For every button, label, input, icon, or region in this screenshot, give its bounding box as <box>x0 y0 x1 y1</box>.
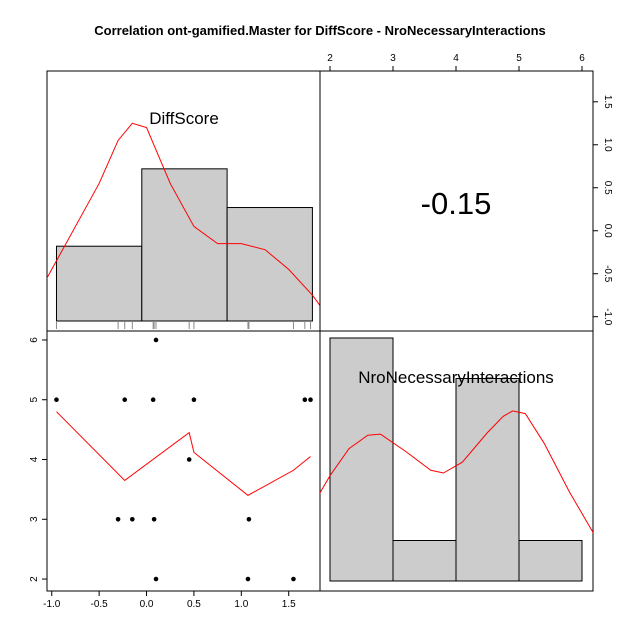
y-axis-left: 2 3 4 5 6 <box>29 337 47 582</box>
y-tick-label: 3 <box>29 516 40 522</box>
y-tick-label: 6 <box>29 337 40 343</box>
x-axis-top: 2 3 4 5 6 <box>327 53 585 71</box>
interactions-label: NroNecessaryInteractions <box>358 368 554 387</box>
scatter-points <box>54 337 313 582</box>
interactions-hist-bar <box>329 337 394 582</box>
correlation-value: -0.15 <box>421 186 492 221</box>
top-tick-label: 4 <box>453 53 459 64</box>
top-tick-label: 5 <box>516 53 522 64</box>
diffscore-hist-bar <box>226 207 313 322</box>
scatter-point <box>186 457 192 462</box>
x-tick-label: 1.0 <box>234 599 248 610</box>
scatter-point <box>151 516 157 522</box>
x-axis-bottom: -1.0 -0.5 0.0 0.5 1.0 1.5 <box>43 590 296 610</box>
right-tick-label: -1.0 <box>602 308 613 326</box>
interactions-hist-bar <box>518 540 583 582</box>
x-tick-label: 0.5 <box>187 599 201 610</box>
top-tick-label: 2 <box>327 53 333 64</box>
right-tick-label: 0.5 <box>602 181 613 195</box>
chart-title: Correlation ont-gamified.Master for Diff… <box>94 23 546 38</box>
x-tick-label: -1.0 <box>43 599 61 610</box>
y-tick-label: 5 <box>29 397 40 403</box>
scatter-point <box>153 576 159 582</box>
top-tick-label: 3 <box>390 53 396 64</box>
scatter-point <box>291 576 296 582</box>
y-axis-right: -1.0 -0.5 0.0 0.5 1.0 1.5 <box>593 95 613 326</box>
scatter-point <box>245 576 251 582</box>
top-tick-label: 6 <box>579 53 585 64</box>
right-tick-label: 1.5 <box>602 95 613 109</box>
scatter-point <box>54 397 59 403</box>
scatter-point <box>246 516 252 522</box>
right-tick-label: 1.0 <box>602 138 613 152</box>
y-tick-label: 2 <box>29 576 40 582</box>
panel-bottom-left-frame <box>46 330 321 592</box>
panel-top-left: DiffScore <box>46 70 321 332</box>
y-tick-label: 4 <box>29 456 40 462</box>
scatter-smooth-line <box>56 411 311 496</box>
right-tick-label: -0.5 <box>602 265 613 283</box>
diffscore-hist-bar <box>55 245 143 322</box>
scatter-point <box>150 397 156 403</box>
interactions-hist-bar <box>392 540 457 582</box>
diffscore-histogram <box>55 168 313 322</box>
scatter-point <box>302 397 308 403</box>
x-tick-label: -0.5 <box>91 599 109 610</box>
diffscore-hist-bar <box>141 168 228 322</box>
diffscore-density-line <box>47 122 320 307</box>
interactions-density-line <box>320 410 593 534</box>
scatter-point <box>153 337 159 343</box>
scatter-point <box>115 516 121 522</box>
scatter-point <box>122 397 128 403</box>
interactions-hist-bar <box>455 378 520 582</box>
scatter-point <box>191 397 197 403</box>
panel-bottom-right-frame <box>319 330 594 592</box>
diffscore-rug <box>55 321 312 329</box>
scatter-point <box>308 397 313 403</box>
scatter-point <box>130 516 135 522</box>
panel-top-right: -0.15 <box>319 70 594 332</box>
panel-bottom-left <box>46 330 321 592</box>
interactions-histogram <box>329 337 583 582</box>
diffscore-label: DiffScore <box>149 109 219 128</box>
x-tick-label: 0.0 <box>140 599 154 610</box>
right-tick-label: 0.0 <box>602 224 613 238</box>
panel-bottom-right: NroNecessaryInteractions <box>319 330 594 592</box>
x-tick-label: 1.5 <box>282 599 296 610</box>
